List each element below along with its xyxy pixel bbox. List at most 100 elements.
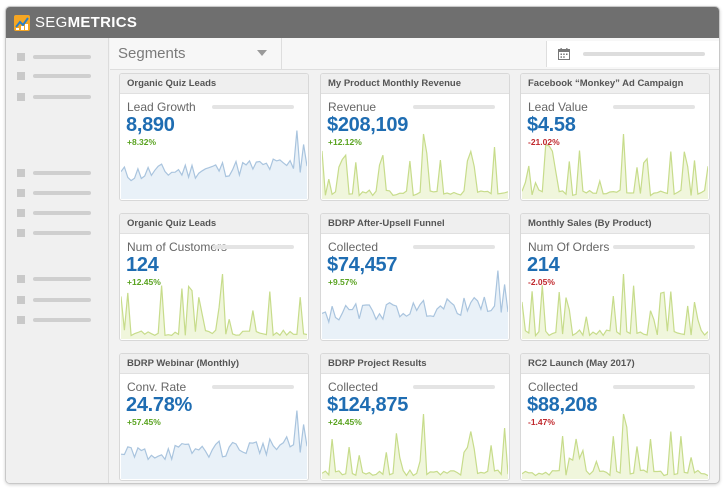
metric-value: 124 (126, 254, 159, 276)
sparkline-chart (322, 270, 508, 339)
sparkline-line (121, 130, 307, 182)
metric-card-rc2-launch[interactable]: RC2 Launch (May 2017) Collected $88,208 … (520, 353, 710, 481)
sparkline-chart (522, 413, 708, 479)
metric-value: $4.58 (527, 114, 576, 136)
sparkline-line (322, 413, 508, 477)
sparkline-area (322, 270, 508, 339)
sparkline-line (121, 273, 307, 337)
metric-card-bdrp-project-results[interactable]: BDRP Project Results Collected $124,875 … (320, 353, 510, 481)
metric-placeholder-bar (413, 385, 495, 389)
card-title: BDRP Webinar (Monthly) (120, 354, 308, 374)
sparkline-area (522, 134, 708, 199)
segments-dropdown-label: Segments (118, 45, 186, 62)
metric-placeholder-bar (413, 245, 495, 249)
sidebar-item[interactable] (17, 295, 91, 305)
metric-value: 214 (527, 254, 560, 276)
metric-card-monthly-sales[interactable]: Monthly Sales (By Product) Num Of Orders… (520, 213, 710, 341)
card-title: Facebook “Monkey” Ad Campaign (521, 74, 709, 94)
sparkline-area (121, 130, 307, 199)
metric-label: Conv. Rate (127, 380, 187, 394)
nav-label-placeholder (33, 231, 91, 235)
metric-label: Collected (328, 380, 379, 394)
nav-bullet-icon (17, 72, 25, 80)
sparkline-area (322, 414, 508, 479)
segmetrics-logo-icon (14, 14, 30, 31)
metric-card-organic-quiz-customers[interactable]: Organic Quiz Leads Num of Customers 124 … (119, 213, 309, 341)
sparkline-area (121, 410, 307, 479)
sparkline-chart (121, 410, 307, 479)
metric-change: -1.47% (528, 417, 555, 427)
metric-value: $208,109 (327, 114, 409, 136)
metric-change: -21.02% (528, 137, 560, 147)
metric-card-bdrp-webinar[interactable]: BDRP Webinar (Monthly) Conv. Rate 24.78%… (119, 353, 309, 481)
sparkline-line (522, 133, 708, 197)
metric-value: $124,875 (327, 394, 409, 416)
sparkline-chart (121, 130, 307, 199)
sidebar-item[interactable] (17, 208, 91, 218)
sparkline-line (121, 410, 307, 462)
metric-card-product-revenue[interactable]: My Product Monthly Revenue Revenue $208,… (320, 73, 510, 201)
metric-value: 8,890 (126, 114, 175, 136)
metric-card-facebook-ad-campaign[interactable]: Facebook “Monkey” Ad Campaign Lead Value… (520, 73, 710, 201)
nav-bullet-icon (17, 189, 25, 197)
sidebar-item[interactable] (17, 315, 91, 325)
date-range-picker[interactable] (546, 41, 719, 67)
sidebar-item[interactable] (17, 168, 91, 178)
top-toolbar: Segments (110, 38, 719, 70)
sidebar-item[interactable] (17, 71, 91, 81)
sparkline-area (522, 274, 708, 339)
metric-change: +8.32% (127, 137, 157, 147)
sparkline-chart (121, 273, 307, 339)
nav-label-placeholder (33, 74, 91, 78)
sparkline-chart (322, 413, 508, 479)
metric-label: Lead Value (528, 100, 588, 114)
metric-label: Num of Customers (127, 240, 228, 254)
nav-bullet-icon (17, 93, 25, 101)
nav-label-placeholder (33, 55, 91, 59)
metric-card-organic-quiz-leads[interactable]: Organic Quiz Leads Lead Growth 8,890 +8.… (119, 73, 309, 201)
metric-change: +9.57% (328, 277, 358, 287)
app-window: SEGMETRICS Segments (5, 6, 720, 484)
card-title: RC2 Launch (May 2017) (521, 354, 709, 374)
sidebar-item[interactable] (17, 188, 91, 198)
segments-dropdown[interactable]: Segments (110, 38, 282, 69)
metric-placeholder-bar (212, 105, 294, 109)
sidebar-item[interactable] (17, 274, 91, 284)
metric-placeholder-bar (613, 385, 695, 389)
card-title: Monthly Sales (By Product) (521, 214, 709, 234)
sparkline-chart (522, 133, 708, 199)
nav-label-placeholder (33, 277, 91, 281)
sidebar-item[interactable] (17, 228, 91, 238)
card-title: BDRP After-Upsell Funnel (321, 214, 509, 234)
metric-label: Revenue (328, 100, 377, 114)
sidebar (6, 38, 109, 483)
logo-prefix: SEG (35, 14, 68, 31)
date-range-placeholder (583, 52, 705, 56)
metric-placeholder-bar (212, 245, 294, 249)
metric-change: -2.05% (528, 277, 555, 287)
metric-value: $74,457 (327, 254, 398, 276)
sparkline-area (322, 134, 508, 199)
sparkline-area (121, 274, 307, 339)
nav-bullet-icon (17, 209, 25, 217)
logo-suffix: METRICS (67, 14, 138, 31)
card-title: Organic Quiz Leads (120, 214, 308, 234)
metric-card-bdrp-upsell-funnel[interactable]: BDRP After-Upsell Funnel Collected $74,4… (320, 213, 510, 341)
nav-label-placeholder (33, 191, 91, 195)
sidebar-item[interactable] (17, 52, 91, 62)
nav-label-placeholder (33, 95, 91, 99)
nav-label-placeholder (33, 211, 91, 215)
metric-label: Num Of Orders (528, 240, 610, 254)
sparkline-line (522, 413, 708, 477)
metric-change: +24.45% (328, 417, 362, 427)
nav-label-placeholder (33, 171, 91, 175)
nav-bullet-icon (17, 296, 25, 304)
sidebar-item[interactable] (17, 92, 91, 102)
card-title: My Product Monthly Revenue (321, 74, 509, 94)
card-title: Organic Quiz Leads (120, 74, 308, 94)
sparkline-chart (522, 273, 708, 339)
sparkline-line (522, 273, 708, 338)
nav-bullet-icon (17, 169, 25, 177)
metric-value: $88,208 (527, 394, 598, 416)
calendar-icon (558, 48, 570, 60)
